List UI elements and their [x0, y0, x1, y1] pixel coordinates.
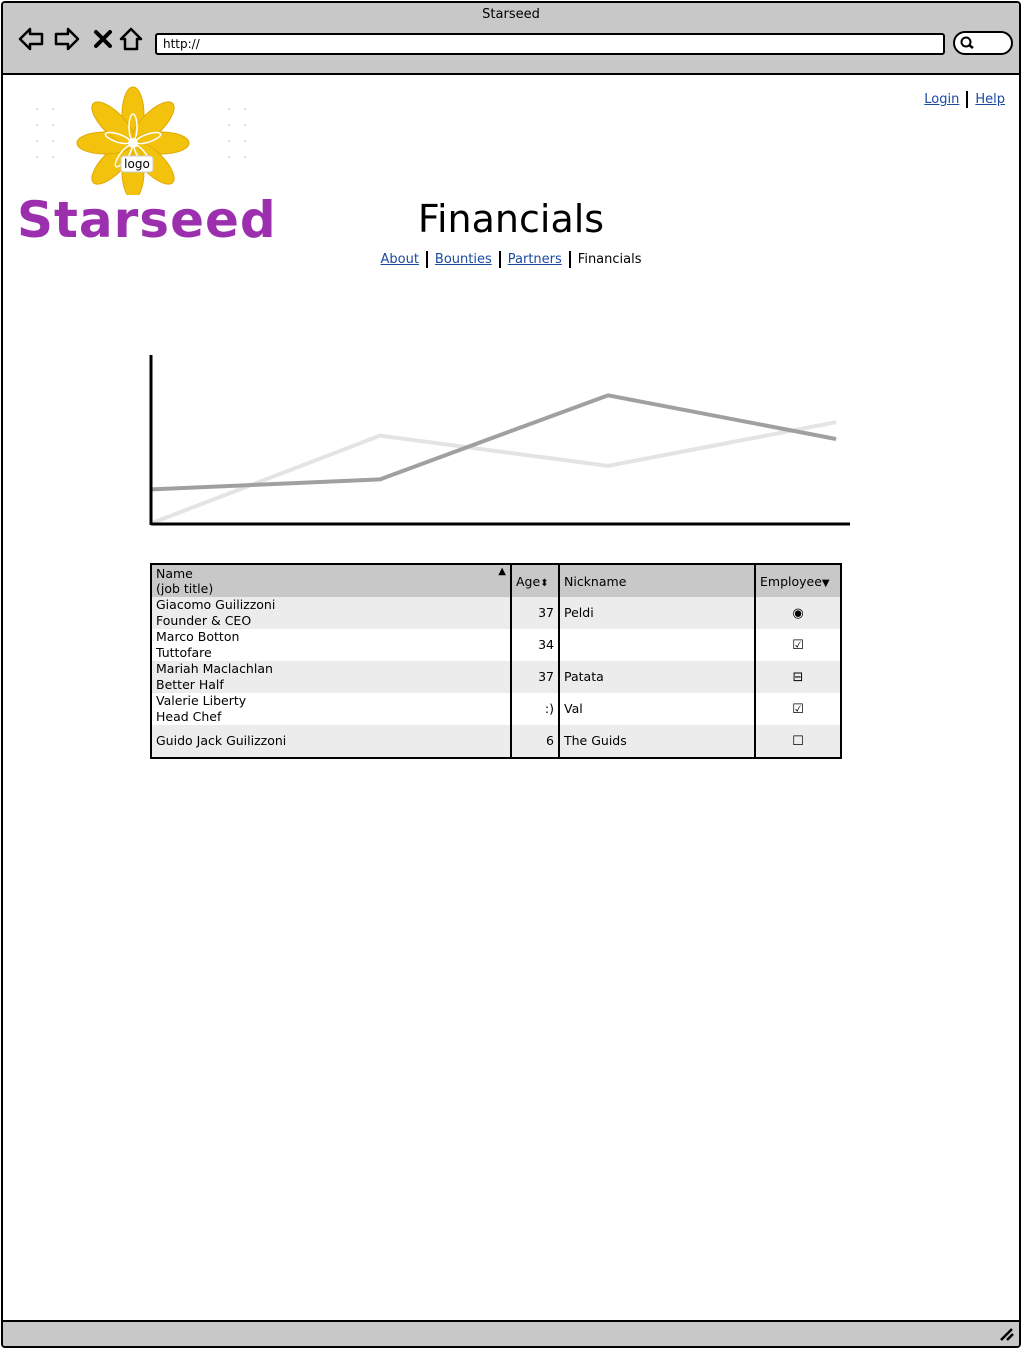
- series-2-point: [607, 465, 609, 467]
- checkbox-checked-icon[interactable]: ☑: [792, 701, 804, 717]
- sort-ascending-icon[interactable]: ▲: [498, 566, 506, 577]
- row-name: Mariah Maclachlan: [156, 661, 273, 676]
- cell-employee: ⊟: [755, 661, 841, 693]
- tab-about[interactable]: About: [380, 252, 419, 267]
- sort-descending-icon[interactable]: ▼: [821, 577, 830, 589]
- home-icon[interactable]: [117, 25, 145, 53]
- cell-name: Mariah Maclachlan Better Half: [151, 661, 512, 693]
- cell-age: 6: [511, 725, 560, 758]
- page-nav: About Bounties Partners Financials: [3, 251, 1019, 268]
- search-icon: [960, 36, 974, 49]
- top-links: Login Help: [924, 91, 1005, 108]
- cell-name: Marco Botton Tuttofare: [151, 629, 512, 661]
- cell-nickname: Patata: [559, 661, 756, 693]
- row-title: Founder & CEO: [156, 613, 252, 628]
- checkbox-indeterminate-icon[interactable]: ⊟: [792, 669, 804, 685]
- row-name: Giacomo Guilizzoni: [156, 597, 276, 612]
- tab-partners[interactable]: Partners: [507, 252, 562, 267]
- tab-separator: [568, 251, 571, 268]
- column-header-employee[interactable]: Employee▼: [755, 564, 841, 597]
- line-chart: [149, 355, 850, 526]
- table-row[interactable]: Giacomo Guilizzoni Founder & CEO 37 Peldi…: [151, 597, 841, 629]
- cell-nickname: Peldi: [559, 597, 756, 629]
- name-header-label: Name: [156, 566, 193, 581]
- tab-separator: [498, 251, 501, 268]
- row-title: Better Half: [156, 677, 224, 692]
- tab-bounties[interactable]: Bounties: [434, 252, 492, 267]
- radio-selected-icon[interactable]: ◉: [792, 605, 804, 621]
- series-1-point: [607, 394, 609, 396]
- cell-name: Guido Jack Guilizzoni: [151, 725, 512, 758]
- tab-financials[interactable]: Financials: [577, 252, 642, 267]
- close-x-icon[interactable]: [89, 25, 117, 53]
- back-arrow-icon[interactable]: [17, 25, 45, 53]
- flower-logo-icon: logo: [36, 86, 246, 200]
- cell-age: :): [511, 693, 560, 725]
- employee-table: ▲ Name (job title) Age⬍ Nickname Employe…: [150, 563, 842, 759]
- link-separator: [966, 91, 969, 108]
- column-header-nickname[interactable]: Nickname: [559, 564, 756, 597]
- forward-arrow-icon[interactable]: [53, 25, 81, 53]
- resize-grip-icon[interactable]: [999, 1327, 1015, 1341]
- column-header-name[interactable]: ▲ Name (job title): [151, 564, 512, 597]
- cell-name: Giacomo Guilizzoni Founder & CEO: [151, 597, 512, 629]
- help-link[interactable]: Help: [975, 92, 1005, 107]
- brand-name: Starseed: [17, 191, 277, 249]
- browser-statusbar: [3, 1320, 1019, 1346]
- series-2-point: [835, 421, 837, 423]
- column-header-age[interactable]: Age⬍: [511, 564, 560, 597]
- row-name: Marco Botton: [156, 629, 240, 644]
- login-link[interactable]: Login: [924, 92, 960, 107]
- series-2-line: [151, 420, 837, 525]
- series-1-line: [151, 393, 837, 492]
- cell-employee: ◉: [755, 597, 841, 629]
- employee-header-label: Employee: [760, 573, 822, 589]
- checkbox-checked-icon[interactable]: ☑: [792, 637, 804, 653]
- table-row[interactable]: Marco Botton Tuttofare 34 ☑: [151, 629, 841, 661]
- row-title: Head Chef: [156, 709, 222, 724]
- table-row[interactable]: Guido Jack Guilizzoni 6 The Guids ☐: [151, 725, 841, 758]
- tab-separator: [425, 251, 428, 268]
- row-name: Guido Jack Guilizzoni: [156, 733, 287, 748]
- browser-search-box[interactable]: [953, 31, 1013, 55]
- name-header-sublabel: (job title): [156, 581, 214, 596]
- table-row[interactable]: Valerie Liberty Head Chef :) Val ☑: [151, 693, 841, 725]
- cell-employee: ☑: [755, 629, 841, 661]
- row-title: Tuttofare: [156, 645, 212, 660]
- sort-both-icon[interactable]: ⬍: [540, 577, 549, 589]
- series-1-point: [379, 478, 381, 480]
- table-row[interactable]: Mariah Maclachlan Better Half 37 Patata ⊟: [151, 661, 841, 693]
- cell-nickname: [559, 629, 756, 661]
- nickname-header-label: Nickname: [564, 573, 627, 589]
- browser-titlebar: Starseed http://: [3, 3, 1019, 75]
- cell-name: Valerie Liberty Head Chef: [151, 693, 512, 725]
- cell-nickname: The Guids: [559, 725, 756, 758]
- row-name: Valerie Liberty: [156, 693, 247, 708]
- window-title: Starseed: [482, 7, 540, 22]
- cell-employee: ☑: [755, 693, 841, 725]
- checkbox-unchecked-icon[interactable]: ☐: [792, 733, 804, 749]
- logo-label: logo: [124, 157, 150, 171]
- cell-employee: ☐: [755, 725, 841, 758]
- page-title: Financials: [417, 197, 605, 241]
- series-1-point: [835, 438, 837, 440]
- cell-age: 37: [511, 597, 560, 629]
- cell-nickname: Val: [559, 693, 756, 725]
- logo[interactable]: logo: [17, 75, 265, 245]
- address-bar[interactable]: http://: [155, 33, 945, 55]
- age-header-label: Age: [516, 573, 541, 589]
- cell-age: 34: [511, 629, 560, 661]
- series-2-point: [379, 435, 381, 437]
- cell-age: 37: [511, 661, 560, 693]
- table-header-row: ▲ Name (job title) Age⬍ Nickname Employe…: [151, 564, 841, 597]
